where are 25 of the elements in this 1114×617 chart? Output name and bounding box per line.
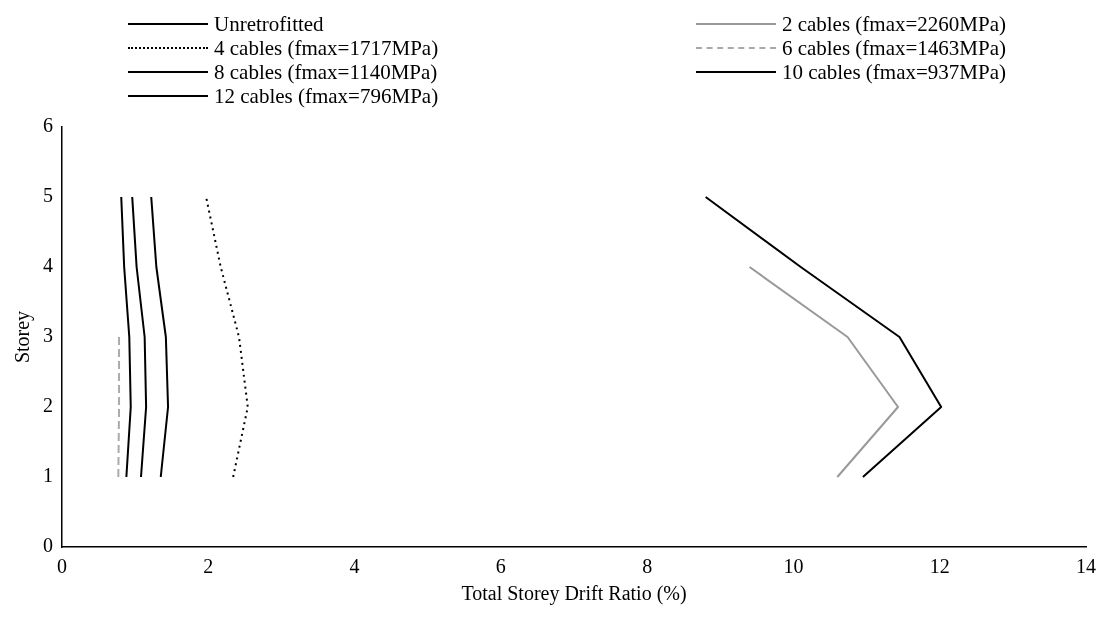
- x-tick-label: 4: [349, 555, 360, 578]
- legend-label: 4 cables (fmax=1717MPa): [214, 36, 439, 60]
- x-tick-label: 10: [783, 555, 804, 578]
- x-tick-label: 6: [495, 555, 506, 578]
- y-tick-label: 2: [43, 394, 53, 417]
- x-tick-label: 12: [929, 555, 950, 578]
- legend-label: 6 cables (fmax=1463MPa): [781, 36, 1006, 60]
- legend-label: 2 cables (fmax=2260MPa): [781, 12, 1006, 36]
- x-tick-label: 8: [642, 555, 653, 578]
- legend-label: 8 cables (fmax=1140MPa): [214, 60, 438, 84]
- y-tick-label: 5: [43, 184, 53, 207]
- y-tick-label: 4: [43, 254, 53, 277]
- line-series: [205, 196, 249, 478]
- y-tick-label: 3: [43, 324, 53, 347]
- y-tick-label: 0: [43, 534, 53, 557]
- legend-label: 10 cables (fmax=937MPa): [781, 60, 1006, 84]
- legend-label: 12 cables (fmax=796MPa): [214, 84, 439, 108]
- x-axis-title: Total Storey Drift Ratio (%): [461, 582, 687, 606]
- y-axis-title: Storey: [11, 310, 35, 364]
- x-tick-label: 0: [57, 555, 67, 578]
- x-tick-label: 14: [1076, 555, 1096, 578]
- x-tick-label: 2: [203, 555, 214, 578]
- y-tick-label: 1: [43, 464, 53, 487]
- legend-label: Unretrofitted: [214, 12, 324, 36]
- y-tick-label: 6: [43, 114, 53, 137]
